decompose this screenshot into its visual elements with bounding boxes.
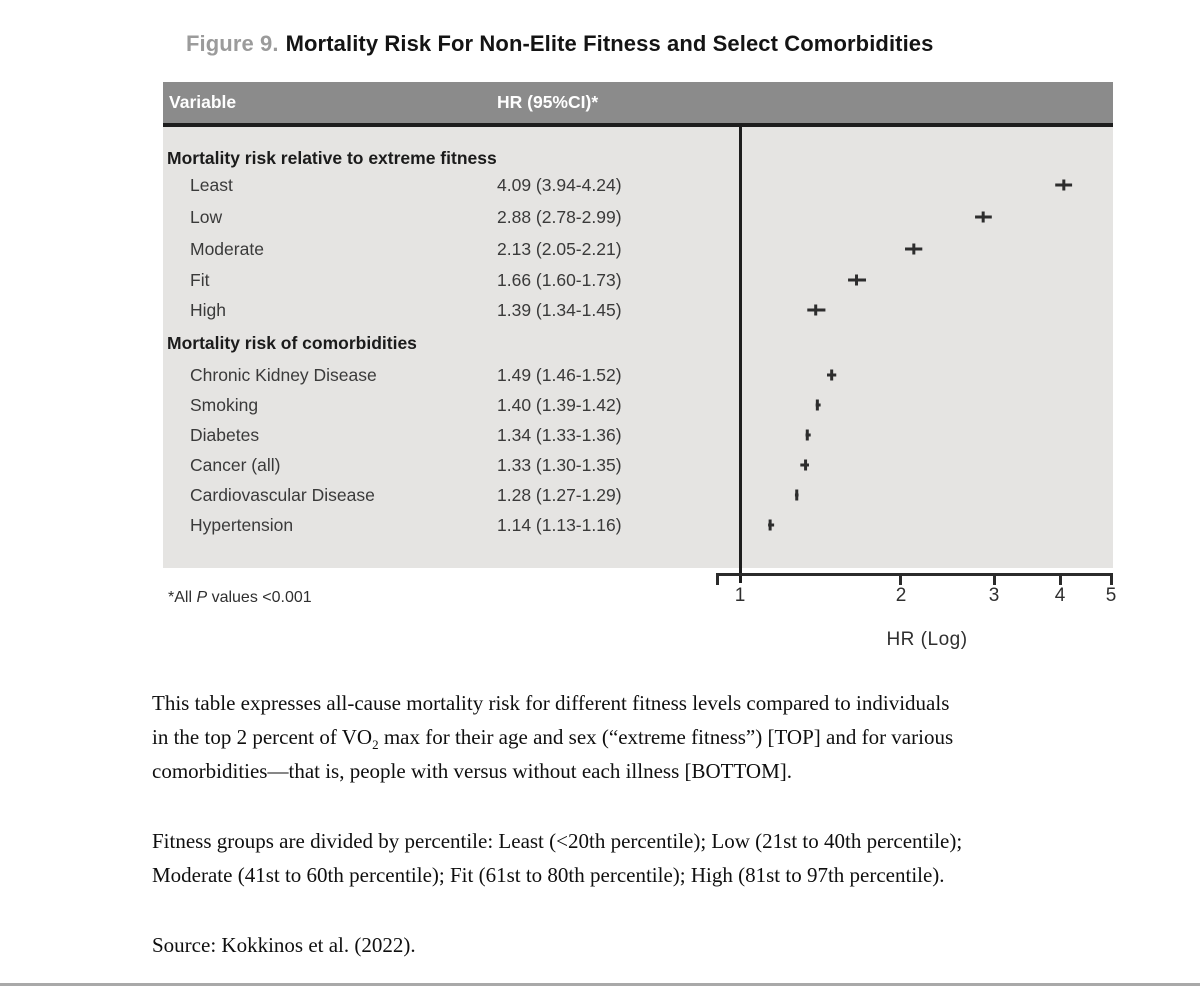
- row-label: Cardiovascular Disease: [190, 485, 375, 505]
- caption-line: This table expresses all-cause mortality…: [152, 691, 950, 715]
- bottom-border: [0, 983, 1200, 986]
- footnote-suffix: values <0.001: [207, 589, 312, 606]
- vo2-subscript: 2: [372, 737, 379, 753]
- table-row: Hypertension 1.14 (1.13-1.16): [163, 514, 733, 536]
- caption-line: comorbidities—that is, people with versu…: [152, 759, 793, 783]
- table-footnote: *All P values <0.001: [168, 589, 312, 607]
- table-body: Mortality risk relative to extreme fitne…: [163, 127, 1113, 568]
- axis-tick: [716, 573, 719, 585]
- axis-tick-label: 3: [988, 585, 1000, 606]
- caption-line: Moderate (41st to 60th percentile); Fit …: [152, 863, 945, 887]
- figure-title: Figure 9. Mortality Risk For Non-Elite Fi…: [186, 31, 933, 57]
- row-hr-value: 1.28 (1.27-1.29): [497, 485, 622, 505]
- row-hr-value: 1.40 (1.39-1.42): [497, 395, 622, 415]
- column-header-hr: HR (95%CI)*: [497, 92, 599, 112]
- row-label: Fit: [190, 270, 210, 290]
- row-label: Least: [190, 175, 233, 195]
- caption-paragraph-2: Fitness groups are divided by percentile…: [152, 824, 962, 892]
- row-hr-value: 4.09 (3.94-4.24): [497, 175, 622, 195]
- axis-tick-label: 5: [1105, 585, 1117, 606]
- axis-tick: [993, 573, 996, 585]
- caption-text: max for their age and sex (“extreme fitn…: [378, 725, 954, 749]
- row-hr-value: 1.14 (1.13-1.16): [497, 515, 622, 535]
- caption-text: in the top 2 percent of VO: [152, 725, 373, 749]
- row-label: Smoking: [190, 395, 259, 415]
- x-axis-line: [716, 573, 1113, 576]
- row-hr-value: 1.49 (1.46-1.52): [497, 365, 622, 385]
- x-axis-title: HR (Log): [886, 629, 968, 650]
- reference-line-hr1: [739, 127, 742, 583]
- row-hr-value: 1.34 (1.33-1.36): [497, 425, 622, 445]
- table-row: Chronic Kidney Disease 1.49 (1.46-1.52): [163, 364, 733, 386]
- row-label: Chronic Kidney Disease: [190, 365, 377, 385]
- row-label: Low: [190, 207, 223, 227]
- table-row: Cardiovascular Disease 1.28 (1.27-1.29): [163, 484, 733, 506]
- column-header-variable: Variable: [169, 92, 237, 112]
- axis-tick: [899, 573, 902, 585]
- figure-title-text: Mortality Risk For Non-Elite Fitness and…: [285, 31, 934, 56]
- caption-line: Fitness groups are divided by percentile…: [152, 829, 963, 853]
- axis-tick-label: 4: [1054, 585, 1066, 606]
- caption-source: Source: Kokkinos et al. (2022).: [152, 928, 416, 962]
- row-hr-value: 2.13 (2.05-2.21): [497, 239, 622, 259]
- row-label: Moderate: [190, 239, 264, 259]
- table-row: Fit 1.66 (1.60-1.73): [163, 269, 733, 291]
- row-hr-value: 1.66 (1.60-1.73): [497, 270, 622, 290]
- row-hr-value: 1.33 (1.30-1.35): [497, 455, 622, 475]
- table-row: Smoking 1.40 (1.39-1.42): [163, 394, 733, 416]
- axis-tick: [1110, 573, 1113, 585]
- footnote-p-italic: P: [196, 589, 208, 606]
- table-row: Low 2.88 (2.78-2.99): [163, 206, 733, 228]
- row-hr-value: 1.39 (1.34-1.45): [497, 300, 622, 320]
- table-row: Cancer (all) 1.33 (1.30-1.35): [163, 454, 733, 476]
- figure-number-label: Figure 9.: [186, 31, 279, 56]
- row-label: Cancer (all): [190, 455, 281, 475]
- caption-line: in the top 2 percent of VO2 max for thei…: [152, 720, 953, 754]
- row-label: Diabetes: [190, 425, 260, 445]
- axis-tick-label: 2: [895, 585, 907, 606]
- table-row: High 1.39 (1.34-1.45): [163, 299, 733, 321]
- table-header: Variable HR (95%CI)*: [163, 82, 1113, 123]
- section-header-comorbidities: Mortality risk of comorbidities: [167, 333, 417, 353]
- table-row: Moderate 2.13 (2.05-2.21): [163, 238, 733, 260]
- footnote-prefix: *All: [168, 589, 197, 606]
- header-rule: [163, 123, 1113, 127]
- table-row: Least 4.09 (3.94-4.24): [163, 174, 733, 196]
- row-label: High: [190, 300, 226, 320]
- caption-paragraph-1: This table expresses all-cause mortality…: [152, 686, 953, 788]
- axis-tick: [1059, 573, 1062, 585]
- row-label: Hypertension: [190, 515, 294, 535]
- row-hr-value: 2.88 (2.78-2.99): [497, 207, 622, 227]
- axis-tick-label: 1: [734, 585, 746, 606]
- section-header-fitness: Mortality risk relative to extreme fitne…: [167, 148, 497, 168]
- caption-line: Source: Kokkinos et al. (2022).: [152, 933, 416, 957]
- table-row: Diabetes 1.34 (1.33-1.36): [163, 424, 733, 446]
